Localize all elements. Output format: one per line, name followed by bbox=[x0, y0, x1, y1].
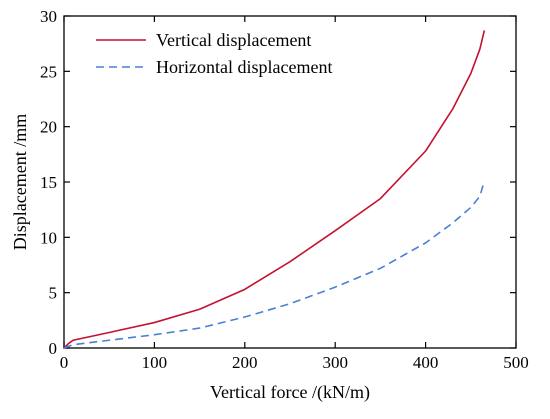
y-axis-label: Displacement /mm bbox=[10, 114, 30, 250]
y-tick-label: 20 bbox=[40, 118, 57, 137]
x-tick-label: 200 bbox=[232, 353, 258, 372]
x-tick-label: 300 bbox=[322, 353, 348, 372]
x-tick-label: 500 bbox=[503, 353, 529, 372]
y-tick-label: 30 bbox=[40, 7, 57, 26]
y-tick-label: 15 bbox=[40, 173, 57, 192]
x-tick-label: 0 bbox=[60, 353, 69, 372]
x-tick-label: 400 bbox=[413, 353, 439, 372]
legend: Vertical displacement Horizontal displace… bbox=[96, 30, 332, 77]
y-tick-label: 0 bbox=[49, 339, 58, 358]
legend-label-0: Vertical displacement bbox=[156, 30, 311, 50]
y-tick-label: 25 bbox=[40, 62, 57, 81]
y-axis-ticks: 0 5 10 15 20 25 30 bbox=[40, 7, 516, 358]
x-axis-ticks: 0 100 200 300 400 500 bbox=[60, 16, 529, 372]
y-tick-label: 10 bbox=[40, 228, 57, 247]
y-tick-label: 5 bbox=[49, 284, 58, 303]
series-line-0 bbox=[63, 30, 486, 349]
legend-label-1: Horizontal displacement bbox=[156, 57, 332, 77]
series-layer bbox=[63, 30, 486, 349]
x-axis-label: Vertical force /(kN/m) bbox=[210, 382, 370, 403]
series-line-1 bbox=[63, 180, 486, 349]
x-tick-label: 100 bbox=[142, 353, 168, 372]
